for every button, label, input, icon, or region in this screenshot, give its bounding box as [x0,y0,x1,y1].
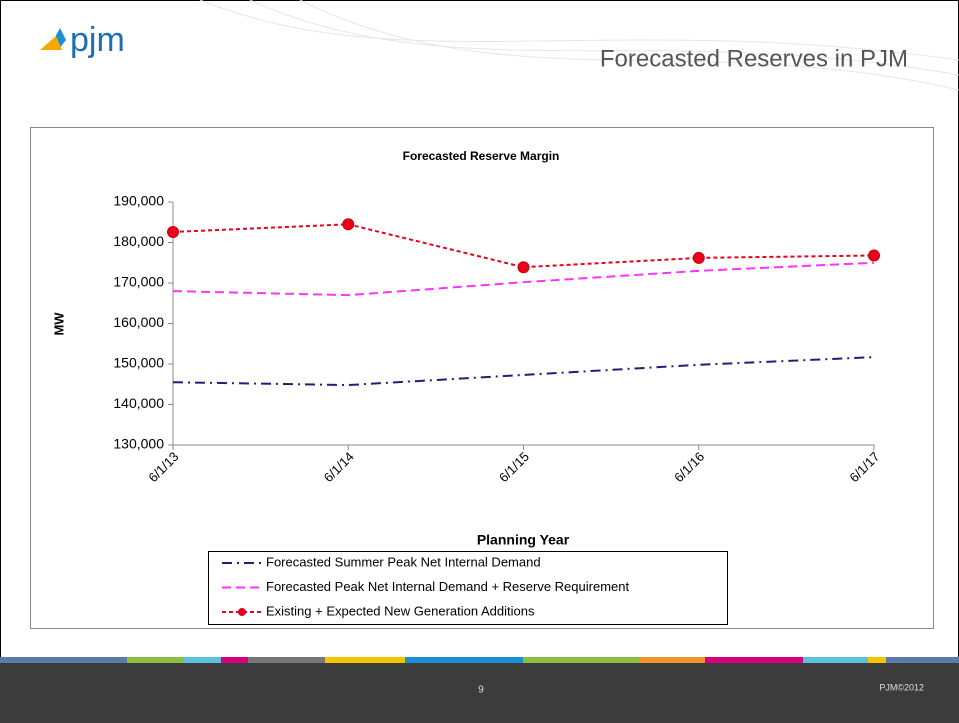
y-tick-label: 190,000 [113,193,164,209]
marker [868,249,880,262]
slide-title: Forecasted Reserves in PJM [600,45,908,72]
marker [517,261,530,274]
legend-label: Forecasted Peak Net Internal Demand + Re… [266,579,629,594]
decoration [199,0,959,91]
series-line [172,223,875,269]
footer-strip [0,657,959,663]
y-tick-label: 170,000 [113,274,164,290]
footer-text: PJM©2012 [879,682,924,692]
y-tick-label: 140,000 [113,395,164,411]
series-line [172,261,875,297]
series-line [172,356,875,387]
legend-label: Forecasted Summer Peak Net Internal Dema… [266,554,541,569]
x-axis-label: Planning Year [477,532,570,548]
footer [0,663,959,723]
y-tick-label: 160,000 [113,314,164,330]
y-axis-label: MW [51,312,66,336]
legend-marker [238,608,246,616]
marker [167,225,179,238]
y-tick-label: 130,000 [113,436,164,452]
marker [342,218,355,231]
marker [692,251,705,264]
legend-label: Existing + Expected New Generation Addit… [266,603,535,618]
page-number: 9 [478,685,484,696]
logo: pjm [70,21,125,59]
legend [208,551,728,625]
logo-icon [40,36,62,50]
y-tick-label: 180,000 [113,233,164,249]
chart-title: Forecasted Reserve Margin [403,149,560,163]
y-tick-label: 150,000 [113,355,164,371]
